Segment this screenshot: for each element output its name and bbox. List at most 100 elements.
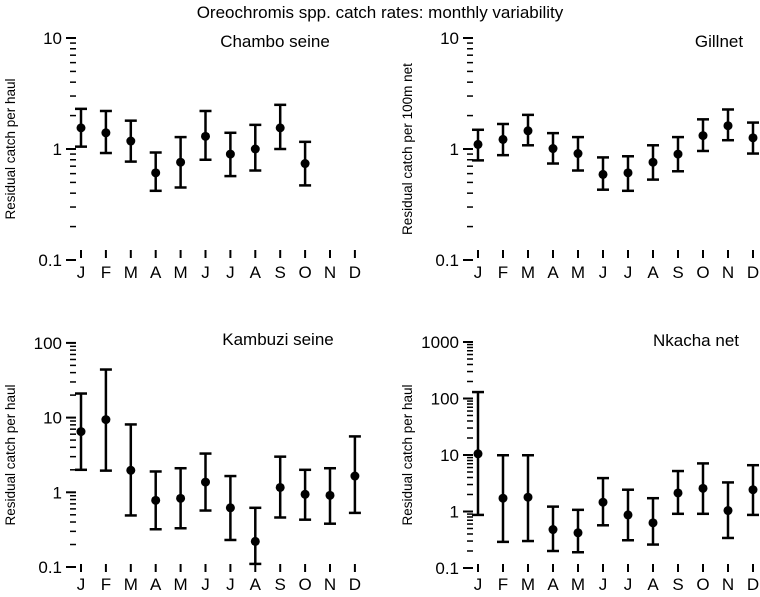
month-label: S xyxy=(275,575,286,594)
month-label: F xyxy=(498,575,508,594)
data-point xyxy=(598,497,608,507)
y-tick-label: 100 xyxy=(34,334,62,353)
data-point xyxy=(748,133,758,143)
data-point xyxy=(151,495,161,505)
data-point xyxy=(201,477,210,487)
data-point xyxy=(723,121,733,131)
month-label: F xyxy=(101,575,111,594)
data-point xyxy=(698,131,708,141)
month-label: A xyxy=(547,575,559,594)
month-label: J xyxy=(77,263,86,282)
data-point xyxy=(101,415,111,425)
data-point xyxy=(648,157,658,167)
data-point xyxy=(76,427,86,437)
month-label: A xyxy=(647,575,659,594)
month-label: J xyxy=(474,575,483,594)
month-label: O xyxy=(696,575,709,594)
data-point xyxy=(275,482,285,492)
panel-title-nkacha-net: Nkacha net xyxy=(653,331,739,350)
data-point xyxy=(126,136,136,146)
data-point xyxy=(698,483,708,493)
y-tick-label: 0.1 xyxy=(38,251,62,270)
data-point xyxy=(225,149,235,159)
month-label: N xyxy=(324,263,336,282)
y-tick-label: 10 xyxy=(43,409,62,428)
y-tick-label: 10 xyxy=(440,446,459,465)
month-label: N xyxy=(722,575,734,594)
month-label: J xyxy=(599,263,608,282)
y-tick-label: 1 xyxy=(53,140,62,159)
month-label: J xyxy=(599,575,608,594)
month-label: M xyxy=(521,263,535,282)
month-label: J xyxy=(226,263,235,282)
month-label: D xyxy=(349,575,361,594)
month-label: M xyxy=(571,575,585,594)
y-tick-label: 0.1 xyxy=(435,251,459,270)
month-label: O xyxy=(298,575,311,594)
data-point xyxy=(250,536,260,546)
month-label: A xyxy=(150,263,162,282)
month-label: M xyxy=(571,263,585,282)
y-tick-label: 100 xyxy=(431,390,459,409)
data-point xyxy=(548,525,558,535)
y-tick-label: 10 xyxy=(43,29,62,48)
data-point xyxy=(573,528,583,538)
data-point xyxy=(275,123,285,133)
data-point xyxy=(473,449,483,459)
y-tick-label: 1000 xyxy=(421,333,459,352)
month-label: A xyxy=(150,575,162,594)
month-label: M xyxy=(174,263,188,282)
y-tick-label: 0.1 xyxy=(435,559,459,578)
data-point xyxy=(473,139,483,149)
data-point xyxy=(126,465,136,475)
data-point xyxy=(176,157,186,167)
data-point xyxy=(673,488,683,498)
data-point xyxy=(723,506,733,516)
data-point xyxy=(225,503,235,513)
month-label: F xyxy=(498,263,508,282)
month-label: N xyxy=(722,263,734,282)
data-point xyxy=(201,131,210,141)
month-label: M xyxy=(124,263,138,282)
data-point xyxy=(648,518,658,528)
y-tick-label: 1 xyxy=(450,140,459,159)
month-label: J xyxy=(77,575,86,594)
month-label: N xyxy=(324,575,336,594)
data-point xyxy=(300,489,310,499)
panel-title-gillnet: Gillnet xyxy=(694,32,744,51)
month-label: J xyxy=(201,263,210,282)
y-tick-label: 1 xyxy=(450,503,459,522)
month-label: A xyxy=(250,575,262,594)
data-point xyxy=(548,144,558,154)
month-label: O xyxy=(298,263,311,282)
data-point xyxy=(300,159,310,169)
data-point xyxy=(350,471,360,481)
month-label: D xyxy=(349,263,361,282)
month-label: D xyxy=(747,575,759,594)
month-label: J xyxy=(624,575,633,594)
month-label: S xyxy=(672,575,683,594)
data-point xyxy=(673,149,683,159)
month-label: M xyxy=(521,575,535,594)
month-label: J xyxy=(226,575,235,594)
month-label: O xyxy=(696,263,709,282)
month-label: S xyxy=(672,263,683,282)
month-label: A xyxy=(250,263,262,282)
month-label: M xyxy=(124,575,138,594)
month-label: F xyxy=(101,263,111,282)
data-point xyxy=(325,490,335,500)
data-point xyxy=(101,128,111,138)
month-label: D xyxy=(747,263,759,282)
data-point xyxy=(498,493,508,503)
data-point xyxy=(523,492,533,502)
month-label: S xyxy=(275,263,286,282)
month-label: A xyxy=(647,263,659,282)
data-point xyxy=(623,168,633,178)
data-point xyxy=(76,123,86,133)
figure-title: Oreochromis spp. catch rates: monthly va… xyxy=(196,3,564,22)
